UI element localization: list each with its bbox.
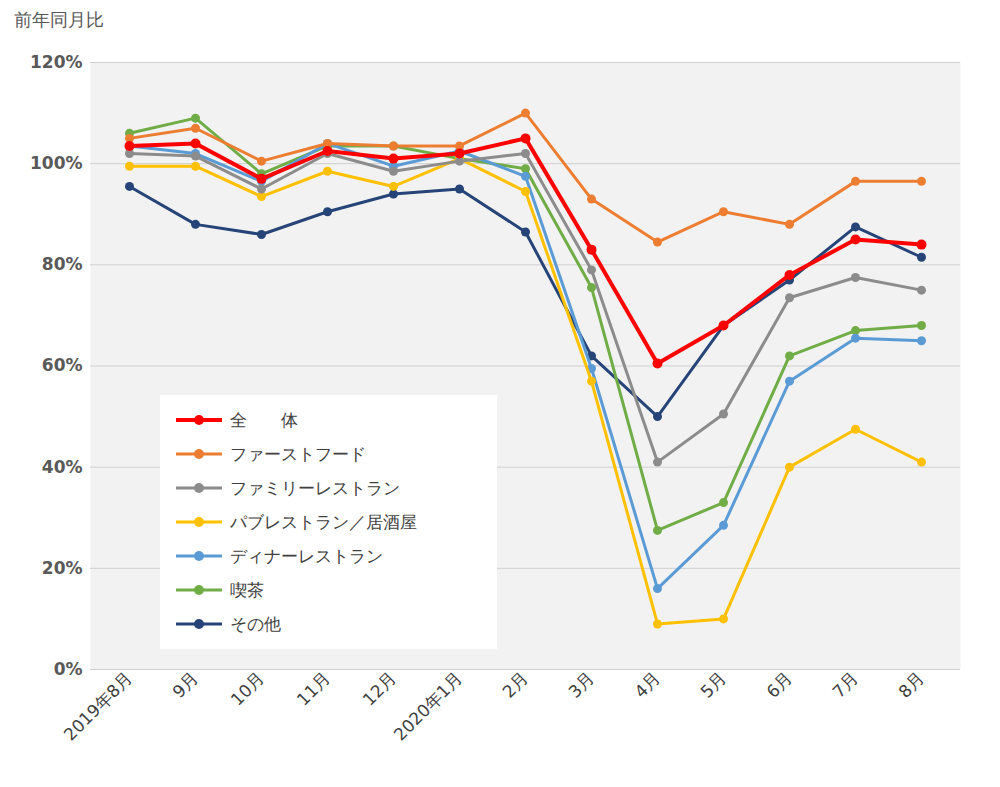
svg-text:2020年1月: 2020年1月 [390, 668, 466, 744]
svg-text:20%: 20% [42, 558, 83, 578]
svg-text:6月: 6月 [762, 668, 796, 702]
svg-text:10月: 10月 [227, 668, 268, 709]
svg-text:100%: 100% [30, 153, 83, 173]
svg-text:40%: 40% [42, 457, 83, 477]
html-text:その他: その他 [230, 613, 281, 634]
html-text:全 体: 全 体 [230, 409, 298, 430]
html-text:ファーストフード: ファーストフード [230, 443, 366, 464]
svg-text:2019年8月: 2019年8月 [60, 668, 136, 744]
svg-text:120%: 120% [30, 52, 83, 72]
html-text:喫茶: 喫茶 [230, 579, 264, 600]
html-text:パブレストラン／居酒屋: パブレストラン／居酒屋 [230, 511, 417, 532]
svg-text:11月: 11月 [293, 668, 334, 709]
html-text:前年同月比: 前年同月比 [14, 9, 104, 30]
html-text:ファミリーレストラン: ファミリーレストラン [230, 477, 400, 498]
svg-text:5月: 5月 [696, 668, 730, 702]
svg-text:12月: 12月 [359, 668, 400, 709]
svg-text:8月: 8月 [894, 668, 928, 702]
svg-text:0%: 0% [54, 659, 83, 679]
svg-text:2月: 2月 [498, 668, 532, 702]
svg-text:7月: 7月 [828, 668, 862, 702]
html-text:ディナーレストラン: ディナーレストラン [230, 545, 383, 566]
svg-text:3月: 3月 [564, 668, 598, 702]
svg-text:60%: 60% [42, 355, 83, 375]
svg-text:4月: 4月 [630, 668, 664, 702]
svg-text:9月: 9月 [168, 668, 202, 702]
svg-text:80%: 80% [42, 254, 83, 274]
